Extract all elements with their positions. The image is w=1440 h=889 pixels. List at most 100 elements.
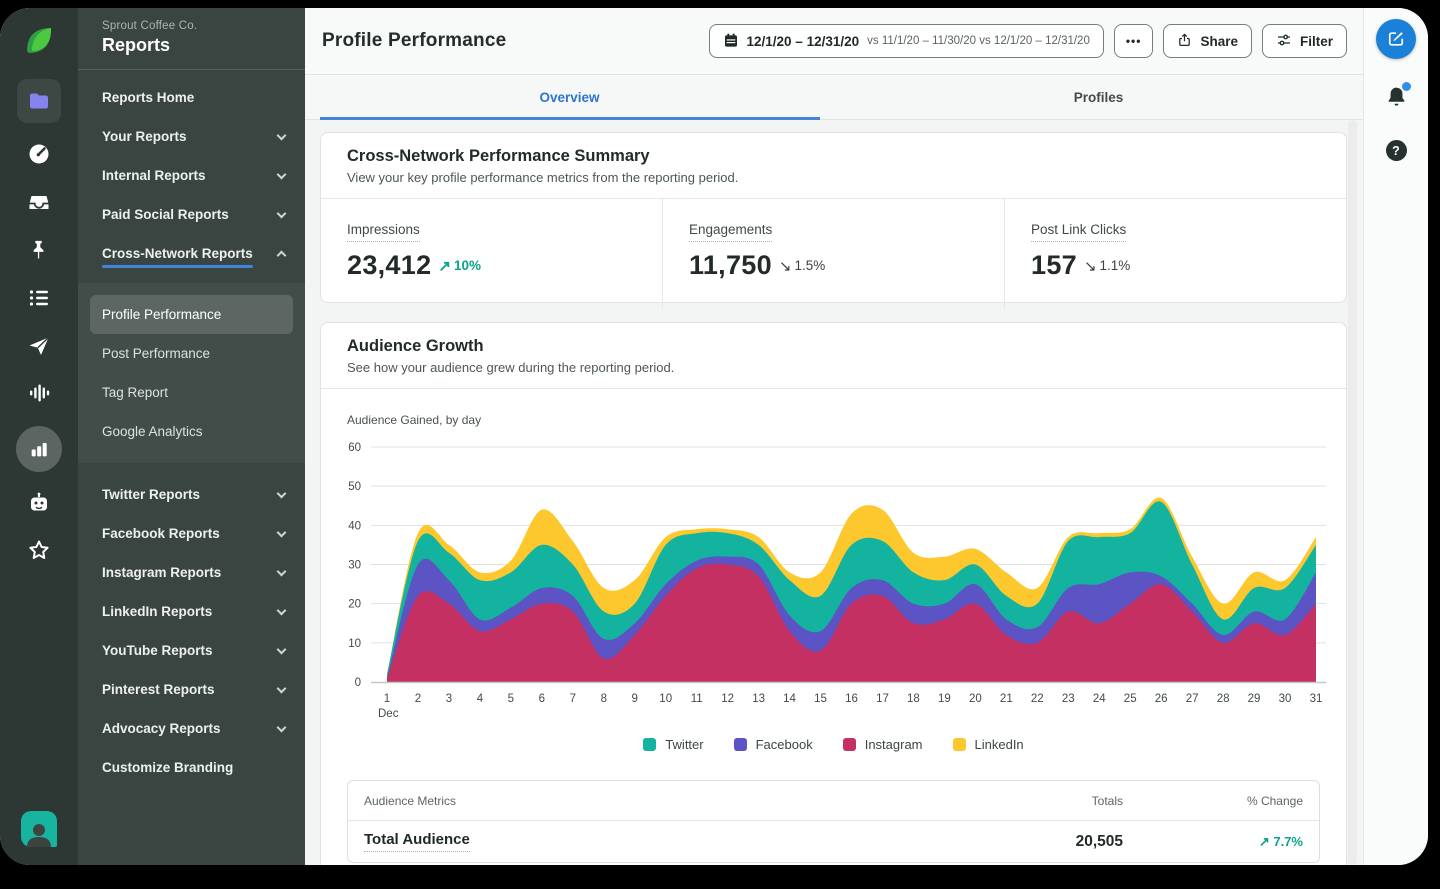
metric-label[interactable]: Impressions (347, 222, 420, 242)
sidebar-item-label: Internal Reports (102, 168, 206, 183)
sidebar-item-paid-social-reports[interactable]: Paid Social Reports (78, 195, 305, 234)
svg-text:12: 12 (721, 693, 734, 705)
submenu-item-tag-report[interactable]: Tag Report (102, 385, 169, 400)
svg-text:13: 13 (752, 693, 765, 705)
audience-card-header: Audience Growth See how your audience gr… (321, 323, 1346, 389)
date-range-comparisons: vs 11/1/20 – 11/30/20 vs 12/1/20 – 12/31… (867, 35, 1090, 47)
chart-label: Audience Gained, by day (347, 413, 482, 427)
table-header: Audience Metrics Totals % Change (348, 781, 1319, 821)
bar-chart-icon[interactable] (16, 426, 62, 472)
sidebar-item-label: Instagram Reports (102, 565, 222, 580)
share-button[interactable]: Share (1163, 24, 1252, 58)
audience-growth-card: Audience Growth See how your audience gr… (320, 322, 1347, 865)
sidebar-item-reports-home[interactable]: Reports Home (78, 78, 305, 117)
app-window: Sprout Coffee Co. Reports Reports Home Yo… (0, 8, 1428, 865)
legend-item-facebook[interactable]: Facebook (733, 737, 813, 752)
date-range-picker[interactable]: 12/1/20 – 12/31/20 vs 11/1/20 – 11/30/20… (708, 24, 1104, 58)
sprout-logo[interactable] (17, 19, 61, 63)
table-metric-total-audience[interactable]: Total Audience (364, 831, 470, 852)
svg-text:10: 10 (348, 638, 361, 650)
pin-icon[interactable] (17, 228, 61, 272)
star-icon[interactable] (17, 528, 61, 572)
sidebar-item-customize-branding[interactable]: Customize Branding (78, 748, 305, 787)
notification-badge (1401, 82, 1411, 91)
page-title: Profile Performance (322, 30, 507, 51)
gauge-icon[interactable] (17, 132, 61, 176)
metric-value: 157 (1031, 250, 1077, 280)
legend-item-linkedin[interactable]: LinkedIn (952, 737, 1024, 752)
feed-list-icon[interactable] (17, 276, 61, 320)
svg-text:24: 24 (1093, 693, 1106, 705)
paper-plane-icon[interactable] (17, 324, 61, 368)
sidebar-item-your-reports[interactable]: Your Reports (78, 117, 305, 156)
chevron-down-icon (276, 683, 287, 693)
svg-text:4: 4 (477, 693, 484, 705)
report-tabs: Overview Profiles (305, 75, 1363, 120)
svg-text:60: 60 (348, 442, 361, 454)
submenu-item-post-performance[interactable]: Post Performance (102, 346, 211, 361)
sidebar-item-instagram-reports[interactable]: Instagram Reports (78, 553, 305, 592)
sidebar-item-internal-reports[interactable]: Internal Reports (78, 156, 305, 195)
waveform-icon[interactable] (17, 371, 61, 415)
compose-button[interactable] (1376, 19, 1416, 59)
tab-profiles[interactable]: Profiles (834, 75, 1363, 119)
chart-legend: Twitter Facebook Instagram LinkedIn (321, 737, 1346, 752)
sidebar-item-pinterest-reports[interactable]: Pinterest Reports (78, 670, 305, 709)
metric-engagements: Engagements 11,750 ↘ 1.5% (662, 199, 1004, 309)
utility-rail: ? (1363, 8, 1428, 865)
facebook-swatch-icon (733, 738, 747, 751)
svg-text:18: 18 (907, 693, 920, 705)
sidebar-item-advocacy-reports[interactable]: Advocacy Reports (78, 709, 305, 748)
svg-text:0: 0 (355, 677, 361, 689)
metric-label[interactable]: Post Link Clicks (1031, 222, 1127, 242)
legend-item-twitter[interactable]: Twitter (643, 737, 704, 752)
metric-impressions: Impressions 23,412 ↗ 10% (321, 199, 662, 309)
svg-text:27: 27 (1186, 693, 1199, 705)
chevron-down-icon (276, 644, 287, 654)
legend-label: Facebook (755, 737, 813, 752)
sidebar-item-label: Paid Social Reports (102, 207, 229, 222)
sidebar-item-facebook-reports[interactable]: Facebook Reports (78, 514, 305, 553)
submenu-item-profile-performance[interactable]: Profile Performance (90, 295, 293, 334)
chevron-down-icon (276, 605, 287, 615)
chevron-up-icon (276, 250, 287, 261)
sidebar-item-twitter-reports[interactable]: Twitter Reports (78, 475, 305, 514)
svg-text:22: 22 (1031, 693, 1044, 705)
sidebar-item-label: YouTube Reports (102, 643, 213, 658)
legend-item-instagram[interactable]: Instagram (842, 737, 923, 752)
sidebar-item-cross-network-reports[interactable]: Cross-Network Reports (78, 234, 305, 273)
svg-text:3: 3 (446, 693, 452, 705)
help-icon[interactable]: ? (1385, 140, 1407, 161)
metric-post-link-clicks: Post Link Clicks 157 ↘ 1.1% (1004, 199, 1346, 309)
audience-title: Audience Growth (347, 337, 484, 355)
svg-text:21: 21 (1000, 693, 1013, 705)
bot-icon[interactable] (17, 481, 61, 525)
more-options-button[interactable]: ••• (1113, 24, 1154, 58)
table-change-value: ↗ 7.7% (1258, 833, 1303, 849)
folder-icon[interactable] (17, 79, 61, 123)
metric-label[interactable]: Engagements (689, 222, 773, 242)
legend-label: LinkedIn (974, 737, 1024, 752)
tab-overview[interactable]: Overview (305, 75, 834, 120)
inbox-icon[interactable] (17, 180, 61, 224)
sidebar-item-youtube-reports[interactable]: YouTube Reports (78, 631, 305, 670)
chevron-down-icon (276, 527, 287, 537)
scrollbar[interactable] (1348, 120, 1357, 865)
audience-subtitle: See how your audience grew during the re… (347, 360, 675, 375)
filter-button[interactable]: Filter (1261, 24, 1347, 58)
share-label: Share (1200, 33, 1238, 49)
sidebar-item-linkedin-reports[interactable]: LinkedIn Reports (78, 592, 305, 631)
svg-text:31: 31 (1310, 693, 1323, 705)
tab-overview-label: Overview (539, 89, 600, 105)
company-name: Sprout Coffee Co. (102, 20, 198, 32)
user-avatar[interactable] (17, 807, 61, 851)
header-controls: 12/1/20 – 12/31/20 vs 11/1/20 – 11/30/20… (708, 24, 1347, 58)
svg-text:20: 20 (969, 693, 982, 705)
notifications-bell-icon[interactable] (1385, 82, 1411, 113)
twitter-swatch-icon (643, 738, 657, 751)
submenu-item-google-analytics[interactable]: Google Analytics (102, 424, 203, 439)
chevron-down-icon (276, 722, 287, 732)
sidebar-item-label: Reports Home (102, 90, 195, 105)
sidebar-title: Reports (102, 35, 171, 55)
